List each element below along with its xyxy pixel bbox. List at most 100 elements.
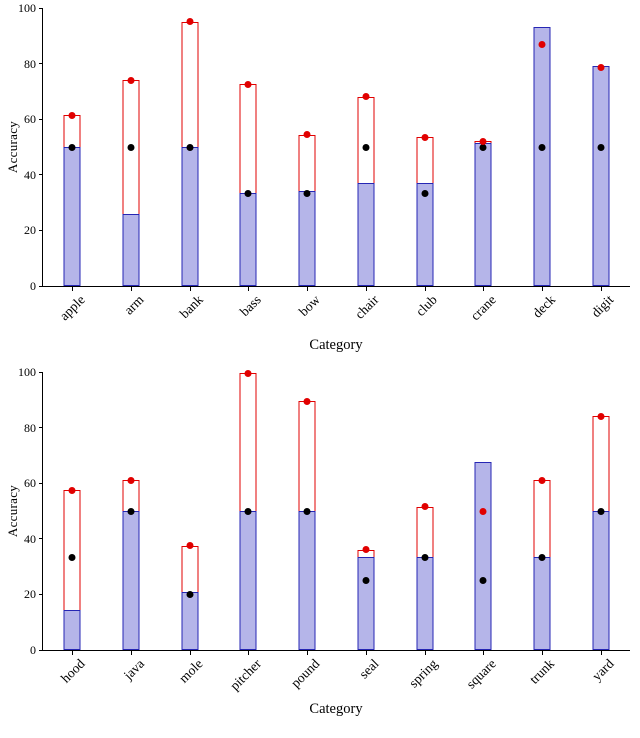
filled-bar-chair bbox=[357, 183, 375, 286]
category-slot-square: square bbox=[454, 372, 513, 692]
y-tick-mark bbox=[39, 371, 43, 373]
x-tick-mark bbox=[189, 651, 191, 655]
y-tick-mark bbox=[39, 593, 43, 595]
black-marker-club bbox=[421, 189, 429, 197]
filled-bar-pound bbox=[298, 511, 316, 650]
category-slot-bass: bass bbox=[219, 8, 278, 319]
x-tick-label: bank bbox=[176, 292, 206, 322]
x-tick-label: square bbox=[463, 656, 499, 692]
red-marker-seal bbox=[362, 546, 370, 554]
filled-bar-java bbox=[122, 511, 140, 650]
black-marker-apple bbox=[68, 143, 76, 151]
x-tick-label: java bbox=[120, 656, 147, 683]
black-marker-deck bbox=[538, 143, 546, 151]
x-tick-mark bbox=[72, 287, 74, 291]
red-marker-pitcher bbox=[244, 369, 252, 377]
filled-bar-mole bbox=[181, 591, 199, 650]
category-slot-digit: digit bbox=[571, 8, 630, 320]
filled-bar-digit bbox=[592, 66, 610, 286]
filled-bar-square bbox=[474, 462, 492, 650]
black-marker-java bbox=[127, 507, 135, 515]
y-tick-mark bbox=[39, 649, 43, 651]
red-marker-hood bbox=[68, 486, 76, 494]
red-marker-java bbox=[127, 476, 135, 484]
red-marker-square bbox=[479, 507, 487, 515]
category-slot-pitcher: pitcher bbox=[219, 369, 278, 693]
black-marker-mole bbox=[186, 590, 194, 598]
category-slot-arm: arm bbox=[102, 8, 161, 317]
filled-bar-club bbox=[416, 183, 434, 286]
y-tick-label: 80 bbox=[24, 420, 36, 435]
y-tick-mark bbox=[39, 229, 43, 231]
y-tick-mark bbox=[39, 63, 43, 65]
y-tick-label: 100 bbox=[18, 365, 36, 379]
filled-bar-spring bbox=[416, 556, 434, 650]
black-marker-hood bbox=[68, 553, 76, 561]
y-tick-label: 0 bbox=[30, 643, 36, 657]
x-tick-label: pitcher bbox=[226, 656, 265, 694]
x-tick-label: chair bbox=[351, 292, 382, 322]
black-marker-square bbox=[479, 577, 487, 584]
y-tick-label: 0 bbox=[30, 279, 36, 293]
x-tick-mark bbox=[131, 287, 133, 291]
y-tick-mark bbox=[39, 174, 43, 176]
red-marker-bow bbox=[303, 131, 311, 138]
red-marker-arm bbox=[127, 76, 135, 84]
y-tick-mark bbox=[39, 538, 43, 540]
category-slot-apple: apple bbox=[43, 8, 102, 323]
accuracy-chart-top: Accuracy 0 20 40 60 80 100 apple arm bank bass bow… bbox=[0, 1, 640, 354]
black-marker-digit bbox=[597, 143, 605, 151]
filled-bar-yard bbox=[592, 511, 610, 650]
red-marker-spring bbox=[421, 503, 429, 511]
x-tick-label: arm bbox=[121, 292, 147, 318]
x-tick-label: hood bbox=[58, 656, 88, 686]
filled-bar-apple bbox=[63, 147, 81, 286]
category-slot-deck: deck bbox=[513, 8, 572, 321]
filled-bar-crane bbox=[474, 142, 492, 286]
filled-bar-bank bbox=[181, 147, 199, 286]
black-marker-arm bbox=[127, 143, 135, 151]
x-tick-mark bbox=[307, 651, 309, 655]
x-tick-mark bbox=[541, 287, 543, 291]
y-tick-mark bbox=[39, 7, 43, 9]
x-tick-mark bbox=[483, 651, 485, 655]
y-tick-label: 40 bbox=[24, 531, 36, 546]
filled-bar-deck bbox=[533, 27, 551, 286]
x-tick-label: crane bbox=[467, 292, 499, 324]
y-tick-label: 100 bbox=[18, 1, 36, 15]
x-tick-label: spring bbox=[405, 656, 441, 691]
red-marker-deck bbox=[538, 40, 546, 48]
y-axis-title: Accuracy bbox=[5, 484, 20, 538]
black-marker-chair bbox=[362, 143, 370, 151]
red-marker-digit bbox=[597, 64, 605, 72]
plot-area-bottom: Accuracy 0 20 40 60 80 100 hood java mole pitcher… bbox=[5, 365, 630, 693]
x-tick-label: mole bbox=[175, 656, 206, 686]
red-marker-club bbox=[421, 133, 429, 141]
black-marker-seal bbox=[362, 577, 370, 584]
x-tick-mark bbox=[600, 651, 602, 655]
black-marker-yard bbox=[597, 507, 605, 515]
black-marker-trunk bbox=[538, 553, 546, 561]
accuracy-chart-bottom: Accuracy 0 20 40 60 80 100 hood java mole pitcher… bbox=[0, 365, 640, 718]
x-tick-label: club bbox=[413, 292, 441, 320]
y-tick-label: 20 bbox=[24, 223, 36, 238]
black-marker-bass bbox=[244, 189, 252, 197]
y-axis-title: Accuracy bbox=[5, 120, 20, 174]
red-marker-apple bbox=[68, 111, 76, 119]
category-slot-mole: mole bbox=[160, 372, 219, 686]
x-tick-mark bbox=[600, 287, 602, 291]
black-marker-pound bbox=[303, 507, 311, 515]
red-marker-crane bbox=[479, 137, 487, 145]
black-marker-bank bbox=[186, 143, 194, 151]
x-tick-mark bbox=[72, 651, 74, 655]
category-slot-crane: crane bbox=[454, 8, 513, 323]
x-tick-label: seal bbox=[356, 656, 382, 682]
black-marker-spring bbox=[421, 553, 429, 561]
x-tick-label: digit bbox=[588, 292, 617, 321]
y-tick-mark bbox=[39, 482, 43, 484]
filled-bar-hood bbox=[63, 609, 81, 650]
y-tick-label: 20 bbox=[24, 587, 36, 602]
y-tick-label: 80 bbox=[24, 56, 36, 71]
red-marker-bass bbox=[244, 80, 252, 88]
red-marker-yard bbox=[597, 412, 605, 420]
